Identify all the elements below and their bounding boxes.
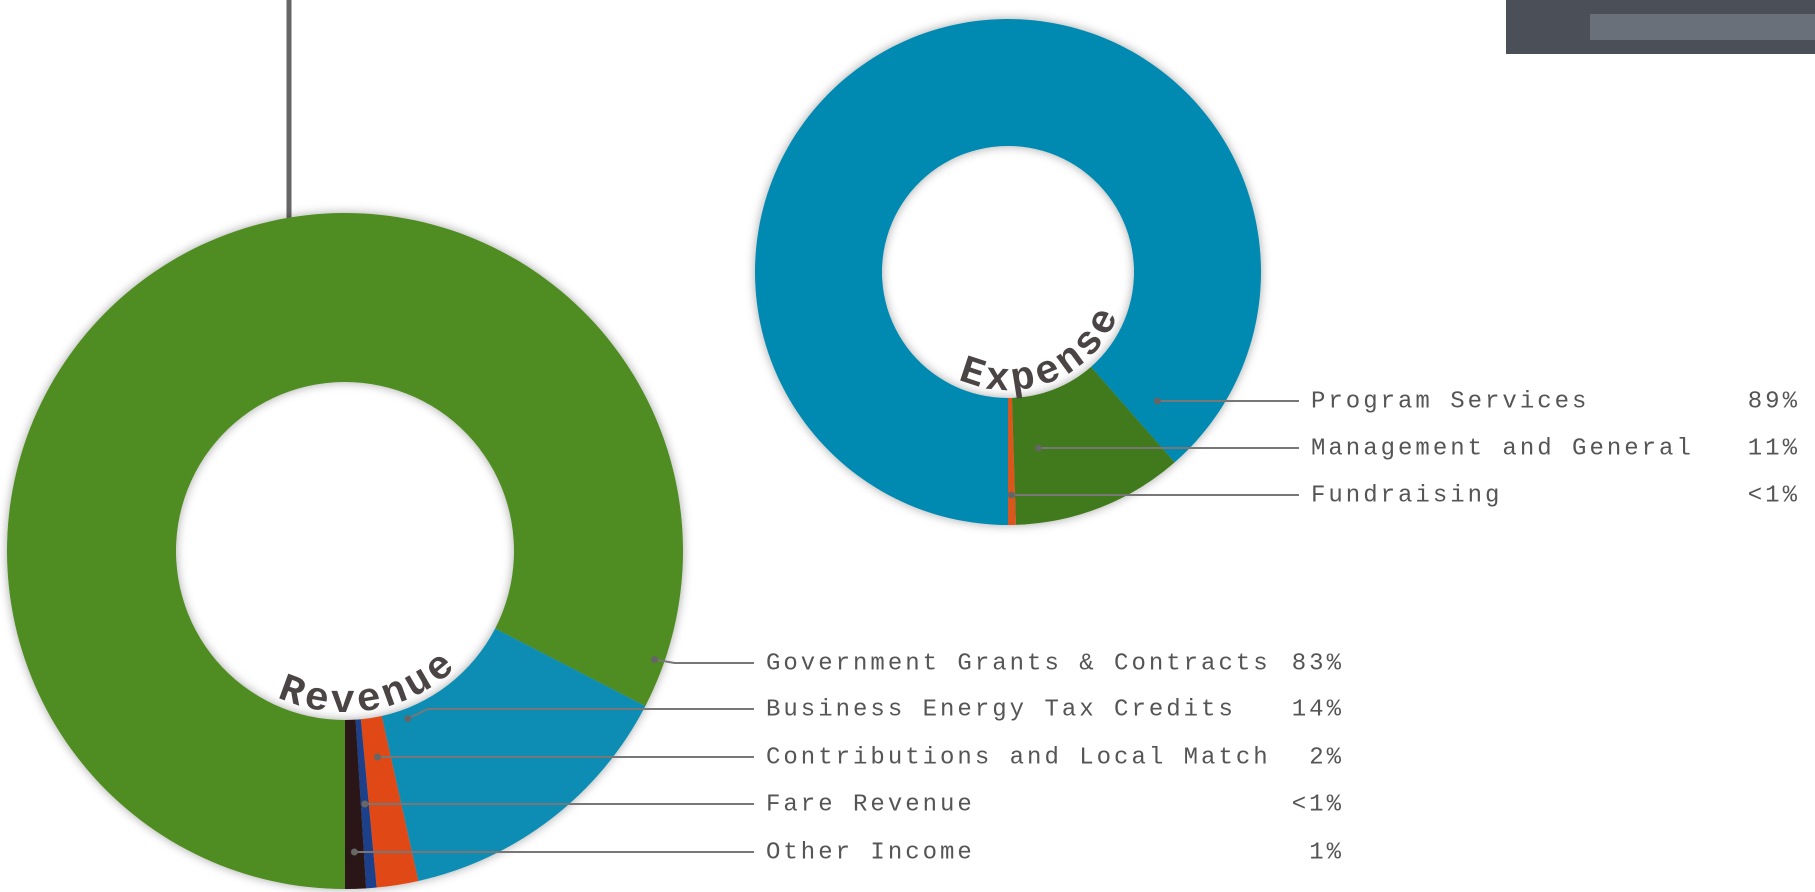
value-label: 83% <box>1292 650 1344 677</box>
legend-label: Fare Revenue <box>766 791 975 818</box>
leader-line <box>407 708 754 720</box>
donut-slice <box>6 213 684 890</box>
value-label: <1% <box>1748 482 1800 509</box>
donut-slice <box>381 628 646 881</box>
leader-dot <box>1007 491 1015 499</box>
legend-label: Business Energy Tax Credits <box>766 696 1236 723</box>
leader-dot <box>404 715 412 723</box>
legend-label: Other Income <box>766 839 975 866</box>
leader-dot <box>373 753 381 761</box>
leader-dot <box>350 848 358 856</box>
donut-slice <box>345 719 367 889</box>
photo-detail <box>1590 14 1815 40</box>
leader-dot <box>361 800 369 808</box>
legend-label: Contributions and Local Match <box>766 744 1271 771</box>
value-label: 89% <box>1748 388 1800 415</box>
leader-dot <box>651 655 659 663</box>
value-label: 2% <box>1309 744 1344 771</box>
value-label: <1% <box>1292 791 1344 818</box>
donut <box>6 213 684 890</box>
value-label: 11% <box>1748 435 1800 462</box>
donut <box>755 19 1261 526</box>
legend-label: Government Grants & Contracts <box>766 650 1271 677</box>
value-label: 1% <box>1309 839 1344 866</box>
donut-slice <box>755 19 1261 526</box>
legend-label: Program Services <box>1311 388 1589 415</box>
leader-dot <box>1153 397 1161 405</box>
donut-slice <box>1011 366 1175 525</box>
leader-dot <box>1034 444 1042 452</box>
leader-line <box>654 658 754 664</box>
value-label: 14% <box>1292 696 1344 723</box>
legend-label: Management and General <box>1311 435 1694 462</box>
legend-label: Fundraising <box>1311 482 1502 509</box>
